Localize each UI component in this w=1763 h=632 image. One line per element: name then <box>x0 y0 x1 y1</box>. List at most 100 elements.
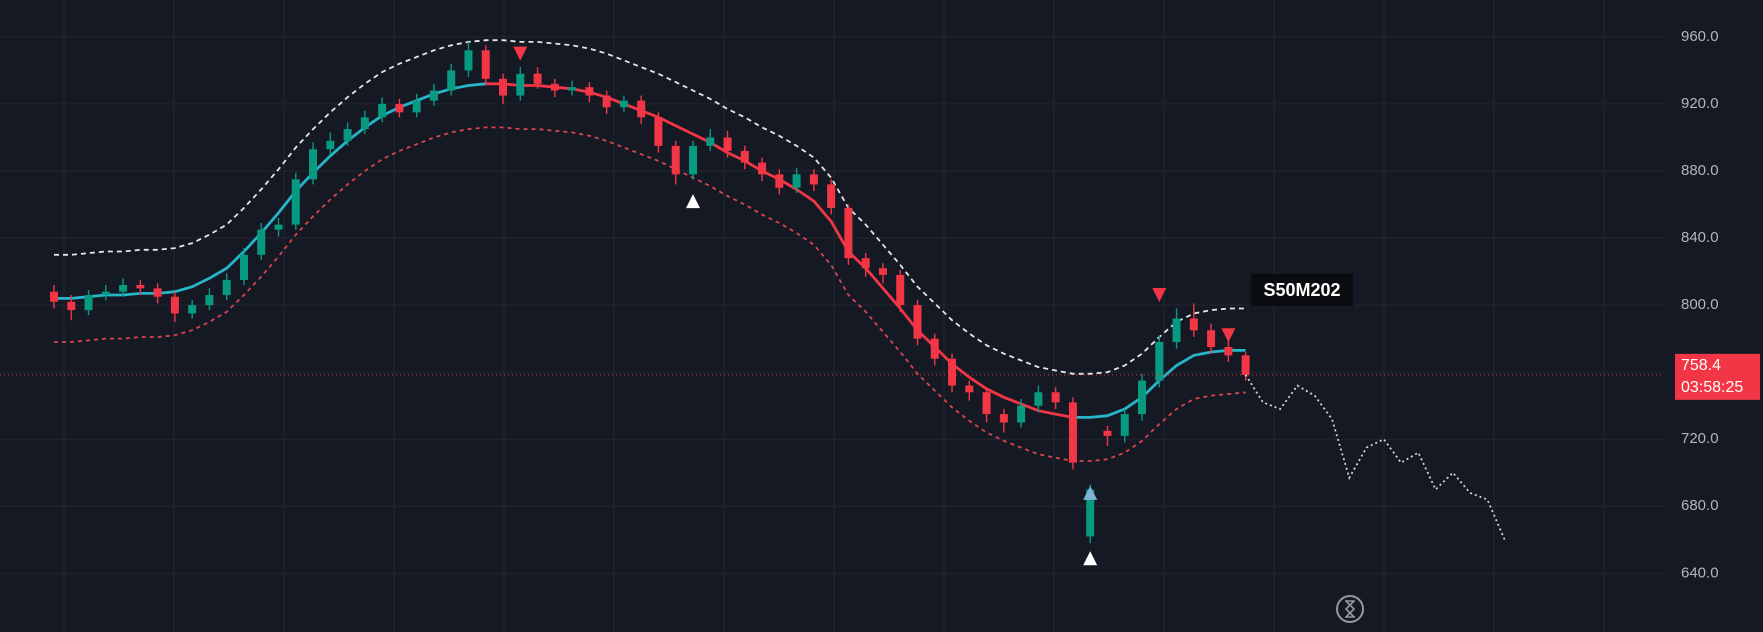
signal-marker <box>685 194 700 209</box>
candle-body <box>1224 347 1233 356</box>
candle-body <box>153 288 162 297</box>
symbol-label-box <box>1251 274 1353 306</box>
candle-body <box>395 103 404 113</box>
candle-body <box>119 284 128 292</box>
candle-body <box>913 305 922 339</box>
candle-body <box>654 117 663 146</box>
y-tick-label: 880.0 <box>1681 162 1719 179</box>
candle-body <box>602 95 611 108</box>
candle-body <box>291 179 300 225</box>
candle-body <box>412 100 421 113</box>
candle-body <box>101 291 110 296</box>
band-line <box>54 126 1246 462</box>
candle-body <box>999 414 1008 423</box>
candle-body <box>1138 380 1147 415</box>
candle-body <box>930 338 939 359</box>
candle-body <box>688 145 697 175</box>
candle-body <box>1051 392 1060 403</box>
candle-body <box>222 279 231 296</box>
candle-body <box>1103 430 1112 436</box>
symbol-label-text: S50M202 <box>1263 280 1340 300</box>
candle-body <box>360 117 369 130</box>
countdown-label: 03:58:25 <box>1681 379 1743 396</box>
candle-body <box>239 254 248 280</box>
candle-body <box>481 50 490 79</box>
candle-body <box>136 284 145 289</box>
candle-body <box>464 50 473 71</box>
plot <box>0 36 1664 574</box>
candle-body <box>447 70 456 91</box>
last-price-label: 758.4 <box>1681 357 1721 374</box>
y-tick-label: 840.0 <box>1681 229 1719 246</box>
candle-body <box>499 78 508 96</box>
candle-body <box>1068 402 1077 463</box>
symbol-label: S50M202 <box>1251 274 1353 306</box>
candle-body <box>637 100 646 118</box>
candle-body <box>67 301 76 311</box>
candle-body <box>723 137 732 151</box>
candle-body <box>1172 318 1181 342</box>
candle-body <box>671 145 680 175</box>
candle-body <box>1017 405 1026 423</box>
candle-body <box>550 83 559 91</box>
candle-body <box>568 87 577 91</box>
y-tick-label: 640.0 <box>1681 564 1719 581</box>
candle-body <box>809 174 818 185</box>
y-tick-label: 960.0 <box>1681 28 1719 45</box>
candle-body <box>378 103 387 118</box>
icon-circle[interactable] <box>1336 595 1364 623</box>
icon-hourglass[interactable] <box>1344 600 1356 618</box>
last-price-box <box>1675 353 1760 400</box>
candle-body <box>619 100 628 108</box>
candle-body <box>792 174 801 188</box>
candle-body <box>775 174 784 188</box>
candle-body <box>1155 341 1164 381</box>
candle-body <box>1241 355 1250 375</box>
candle-body <box>50 291 58 302</box>
candle-body <box>188 305 197 314</box>
candle-body <box>257 229 266 255</box>
y-tick-label: 800.0 <box>1681 296 1719 313</box>
signal-marker <box>513 46 528 61</box>
candle-body <box>1086 489 1095 537</box>
candle-body <box>429 90 438 101</box>
candle-body <box>343 129 352 141</box>
candle-body <box>948 358 957 386</box>
candle-body <box>274 224 283 230</box>
candle-body <box>516 73 525 96</box>
candle-body <box>740 150 749 163</box>
projection-line <box>1244 374 1506 541</box>
y-tick-label: 920.0 <box>1681 95 1719 112</box>
candle-body <box>965 385 974 393</box>
candle-body <box>170 296 179 314</box>
candle-body <box>878 268 887 275</box>
y-tick-label: 680.0 <box>1681 497 1719 514</box>
signal-marker <box>1083 551 1098 566</box>
candle-body <box>326 140 335 150</box>
candle-body <box>758 162 767 175</box>
candle-body <box>585 87 594 96</box>
candle-body <box>533 73 542 84</box>
candle-body <box>896 274 905 306</box>
y-tick-label: 720.0 <box>1681 430 1719 447</box>
signal-marker <box>1083 485 1098 500</box>
replay-icon[interactable] <box>1336 595 1364 623</box>
candle-body <box>84 295 93 311</box>
candle-body <box>1034 392 1043 406</box>
candle-body <box>827 184 836 208</box>
candle-body <box>861 258 870 269</box>
candle-body <box>1120 414 1129 436</box>
candle-body <box>1189 318 1198 331</box>
band-line <box>54 39 1246 375</box>
candle-body <box>309 149 318 180</box>
vertical-grid <box>63 0 1605 632</box>
candle-body <box>205 295 214 306</box>
candle-body <box>1207 330 1216 348</box>
signal-marker <box>1152 288 1167 303</box>
signal-marker <box>1221 328 1236 343</box>
candle-body <box>982 392 991 415</box>
candle-body <box>706 137 715 146</box>
candle-body <box>844 207 853 259</box>
